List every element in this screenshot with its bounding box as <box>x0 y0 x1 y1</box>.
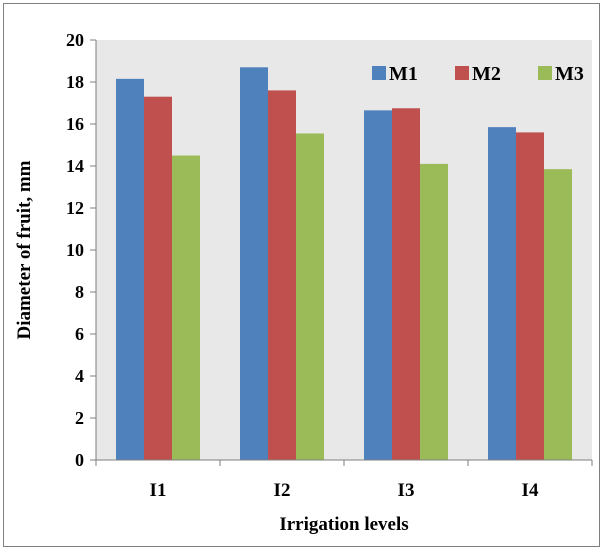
legend-swatch-m2 <box>455 66 469 80</box>
bar-m3-i3 <box>420 163 448 460</box>
bar-m2-i4 <box>516 132 544 460</box>
x-axis-title: Irrigation levels <box>279 514 408 535</box>
x-tick-label-i4: I4 <box>522 480 539 501</box>
legend-label-m2: M2 <box>472 63 501 85</box>
y-tick-label: 6 <box>75 324 84 344</box>
y-tick-label: 8 <box>75 282 84 302</box>
bar-m3-i2 <box>296 133 324 460</box>
bar-m1-i2 <box>240 67 268 461</box>
y-tick-label: 12 <box>66 198 84 218</box>
legend-swatch-m3 <box>538 66 552 80</box>
bar-m1-i4 <box>488 127 516 461</box>
bar-m3-i1 <box>172 155 200 460</box>
legend-label-m3: M3 <box>555 63 584 85</box>
bar-m2-i3 <box>392 108 420 460</box>
axes-group <box>90 39 593 466</box>
y-axis-title: Diameter of fruit, mm <box>14 160 35 339</box>
bar-m2-i1 <box>144 96 172 460</box>
x-tick-label-i3: I3 <box>398 480 415 501</box>
bar-m2-i2 <box>268 90 296 461</box>
x-tick-label-i1: I1 <box>150 480 167 501</box>
legend-swatch-m1 <box>372 66 386 80</box>
y-tick-label: 16 <box>66 114 84 134</box>
y-tick-label: 2 <box>75 408 84 428</box>
bar-m3-i4 <box>544 169 572 460</box>
x-tick-labels: I1 I2 I3 I4 <box>150 480 539 501</box>
bar-m1-i1 <box>116 78 144 460</box>
y-tick-label: 0 <box>75 450 84 470</box>
y-tick-label: 18 <box>66 72 84 92</box>
y-tick-label: 10 <box>66 240 84 260</box>
legend: M1 M2 M3 <box>372 63 584 85</box>
x-tick-label-i2: I2 <box>274 480 291 501</box>
bar-m1-i3 <box>364 110 392 460</box>
legend-label-m1: M1 <box>389 63 418 85</box>
y-tick-labels: 0 2 4 6 8 10 12 14 16 18 20 <box>66 30 84 470</box>
y-tick-label: 20 <box>66 30 84 50</box>
y-tick-label: 14 <box>66 156 84 176</box>
y-tick-label: 4 <box>75 366 84 386</box>
bars-group <box>116 67 572 461</box>
